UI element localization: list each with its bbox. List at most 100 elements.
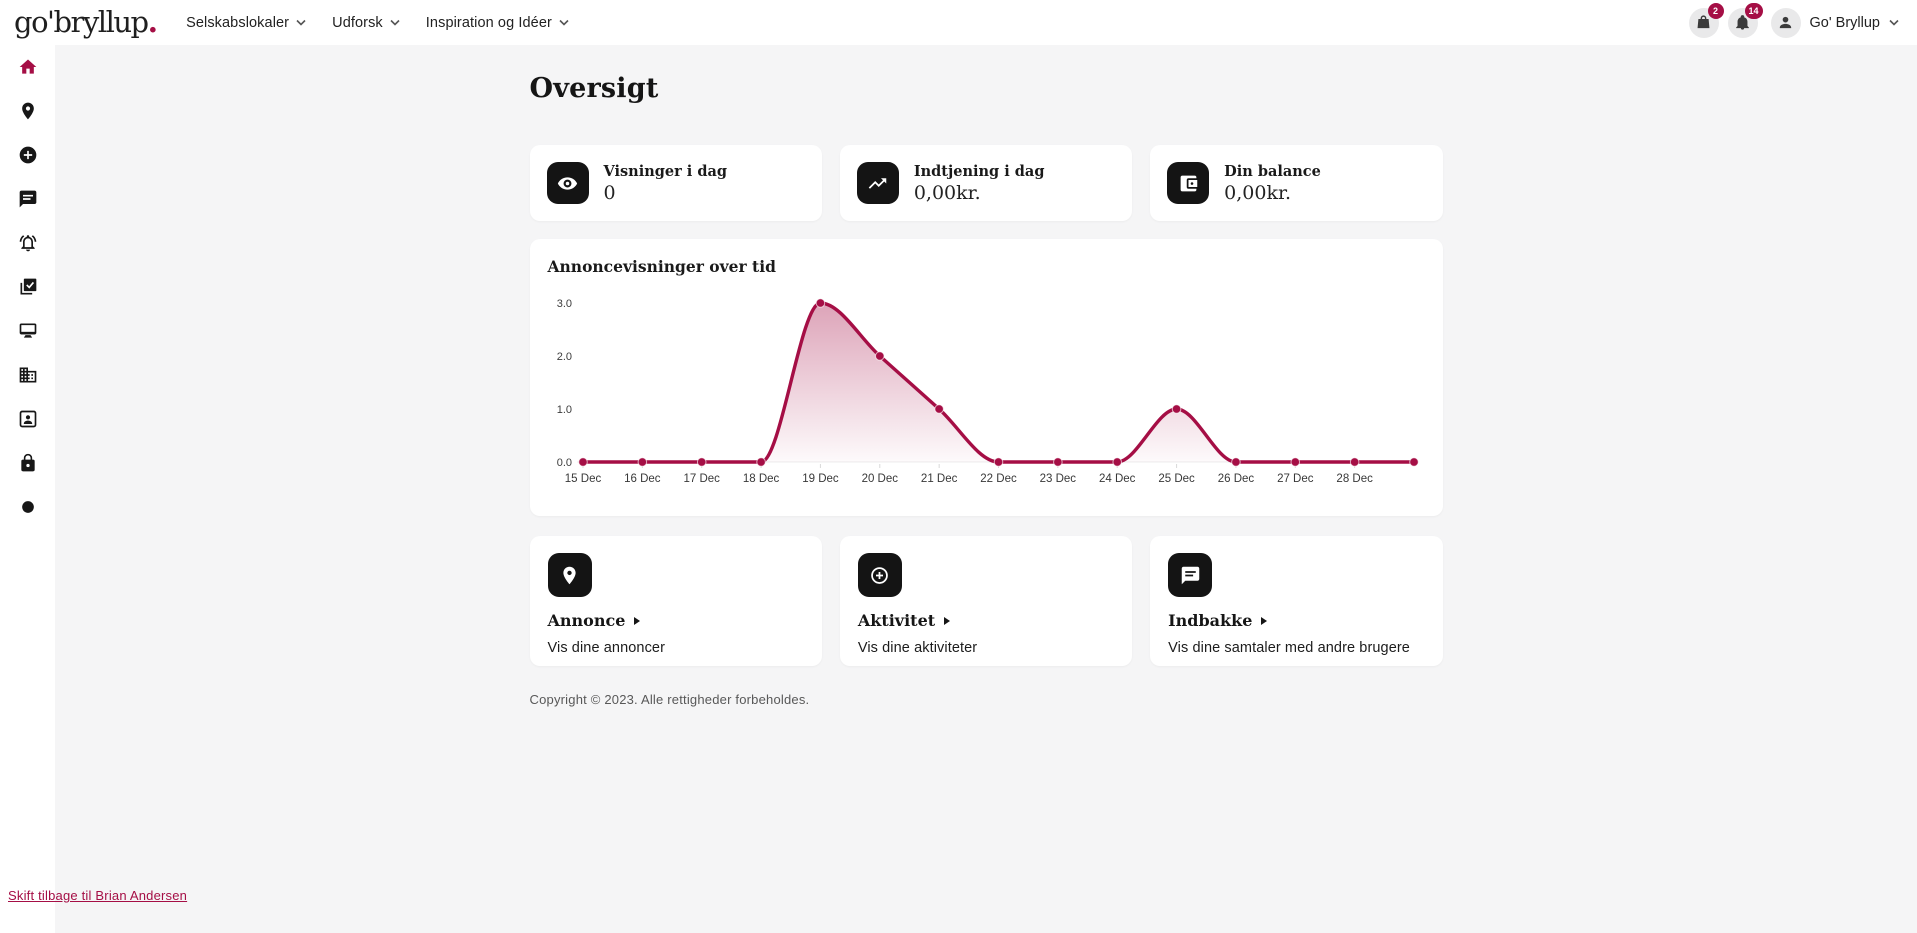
sidebar-item-security[interactable]	[0, 441, 55, 485]
plus-circle-icon	[19, 146, 36, 164]
brand-logo[interactable]: go'bryllup .	[14, 4, 159, 40]
stat-icon-box	[856, 162, 899, 204]
lock-icon	[20, 453, 35, 472]
avatar	[1770, 7, 1801, 38]
main-area: Oversigt Visninger i dag 0 Indtjening i …	[55, 45, 1917, 933]
action-icon-box	[1168, 553, 1213, 597]
svg-text:16 Dec: 16 Dec	[624, 473, 661, 485]
notifications-button[interactable]: 14	[1727, 2, 1763, 38]
circle-icon	[21, 501, 34, 513]
stat-icon-box	[1167, 162, 1210, 204]
bell-icon	[1736, 15, 1749, 30]
brand-logo-text: go'bryllup	[14, 4, 149, 39]
svg-text:25 Dec: 25 Dec	[1158, 473, 1195, 485]
svg-text:3.0: 3.0	[556, 298, 571, 310]
action-title: Aktivitet	[857, 611, 936, 630]
caret-right-icon	[944, 616, 951, 625]
bell-ring-icon	[19, 235, 36, 252]
actions-row: Annonce Vis dine annoncer Aktivitet Vis …	[529, 536, 1443, 666]
chevron-down-icon	[390, 19, 400, 26]
action-title: Annonce	[547, 611, 626, 630]
svg-text:18 Dec: 18 Dec	[742, 473, 779, 485]
cart-button[interactable]: 2	[1688, 2, 1724, 38]
stat-card-views: Visninger i dag 0	[529, 145, 822, 221]
sidebar-item-status[interactable]	[0, 485, 55, 529]
action-desc: Vis dine samtaler med andre brugere	[1168, 640, 1410, 656]
nav-item-inspiration[interactable]: Inspiration og Idéer	[426, 15, 569, 31]
nav-right: 2 14 Go' Bryllup	[1688, 2, 1899, 38]
account-menu[interactable]: Go' Bryllup	[1770, 7, 1899, 38]
notifications-badge: 14	[1744, 2, 1763, 19]
copyright-text: Copyright © 2023. Alle rettigheder forbe…	[529, 692, 810, 707]
svg-text:23 Dec: 23 Dec	[1039, 473, 1076, 485]
svg-text:26 Dec: 26 Dec	[1217, 473, 1254, 485]
stats-row: Visninger i dag 0 Indtjening i dag 0,00k…	[529, 145, 1443, 221]
nav-item-selskabslokaler[interactable]: Selskabslokaler	[186, 15, 306, 31]
chart-card: Annoncevisninger over tid 0.0 1.0 2.0 3.0 15…	[529, 239, 1443, 516]
stat-value: 0	[603, 181, 616, 204]
svg-text:17 Dec: 17 Dec	[683, 473, 720, 485]
person-icon	[1779, 16, 1792, 29]
sidebar-item-desktop[interactable]	[0, 309, 55, 353]
stat-value: 0,00kr.	[1224, 181, 1292, 204]
chart-title: Annoncevisninger over tid	[547, 257, 776, 276]
svg-text:2.0: 2.0	[556, 351, 571, 363]
basket-icon	[1697, 15, 1710, 29]
contact-card-icon	[19, 410, 36, 428]
sidebar-item-locations[interactable]	[0, 89, 55, 133]
area-chart: 0.0 1.0 2.0 3.0 15 Dec 16 Dec 17 Dec 18 Dec 19 D…	[548, 283, 1425, 501]
chat-icon	[1181, 566, 1199, 584]
page-title: Oversigt	[529, 73, 659, 104]
wallet-icon	[1180, 175, 1197, 191]
caret-right-icon	[634, 616, 641, 625]
brand-logo-dot: .	[147, 4, 159, 40]
sidebar-item-contacts[interactable]	[0, 397, 55, 441]
nav-item-udforsk[interactable]: Udforsk	[332, 15, 400, 31]
building-icon	[19, 367, 36, 383]
account-label: Go' Bryllup	[1809, 14, 1880, 31]
action-card-aktivitet[interactable]: Aktivitet Vis dine aktiviteter	[839, 536, 1133, 666]
plus-circle-icon	[871, 566, 889, 584]
action-title: Indbakke	[1168, 611, 1253, 630]
action-card-annonce[interactable]: Annonce Vis dine annoncer	[529, 536, 822, 666]
sidebar-item-notifications[interactable]	[0, 221, 55, 265]
chat-icon	[19, 190, 36, 208]
svg-text:15 Dec: 15 Dec	[564, 473, 601, 485]
stat-label: Indtjening i dag	[913, 162, 1045, 180]
desktop-icon	[19, 323, 36, 338]
main-nav: Selskabslokaler Udforsk Inspiration og I…	[186, 15, 569, 31]
cart-badge: 2	[1707, 2, 1724, 19]
svg-text:22 Dec: 22 Dec	[980, 473, 1017, 485]
svg-text:27 Dec: 27 Dec	[1277, 473, 1314, 485]
chevron-down-icon	[559, 19, 569, 26]
action-card-indbakke[interactable]: Indbakke Vis dine samtaler med andre bru…	[1150, 536, 1443, 666]
sidebar	[0, 45, 55, 933]
checklist-icon	[20, 278, 36, 295]
sidebar-item-messages[interactable]	[0, 177, 55, 221]
eye-icon	[557, 176, 578, 190]
map-pin-icon	[563, 566, 576, 584]
stat-label: Visninger i dag	[603, 162, 728, 180]
svg-text:19 Dec: 19 Dec	[802, 473, 839, 485]
svg-text:28 Dec: 28 Dec	[1336, 473, 1373, 485]
svg-text:0.0: 0.0	[556, 457, 571, 469]
svg-text:24 Dec: 24 Dec	[1098, 473, 1135, 485]
trending-up-icon	[869, 177, 887, 189]
top-nav: go'bryllup . Selskabslokaler Udforsk Ins…	[0, 0, 1917, 45]
impersonation-link[interactable]: Skift tilbage til Brian Andersen	[8, 888, 188, 903]
sidebar-item-create[interactable]	[0, 133, 55, 177]
chevron-down-icon	[296, 19, 306, 26]
sidebar-item-home[interactable]	[0, 45, 55, 89]
svg-text:21 Dec: 21 Dec	[920, 473, 957, 485]
home-icon	[19, 59, 36, 74]
stat-icon-box	[546, 162, 589, 204]
svg-text:20 Dec: 20 Dec	[861, 473, 898, 485]
stat-label: Din balance	[1224, 162, 1321, 180]
stat-value: 0,00kr.	[913, 181, 981, 204]
action-desc: Vis dine annoncer	[547, 640, 666, 656]
sidebar-item-tasks[interactable]	[0, 265, 55, 309]
svg-text:1.0: 1.0	[556, 404, 571, 416]
sidebar-item-company[interactable]	[0, 353, 55, 397]
map-pin-icon	[21, 102, 34, 120]
caret-right-icon	[1261, 616, 1268, 625]
